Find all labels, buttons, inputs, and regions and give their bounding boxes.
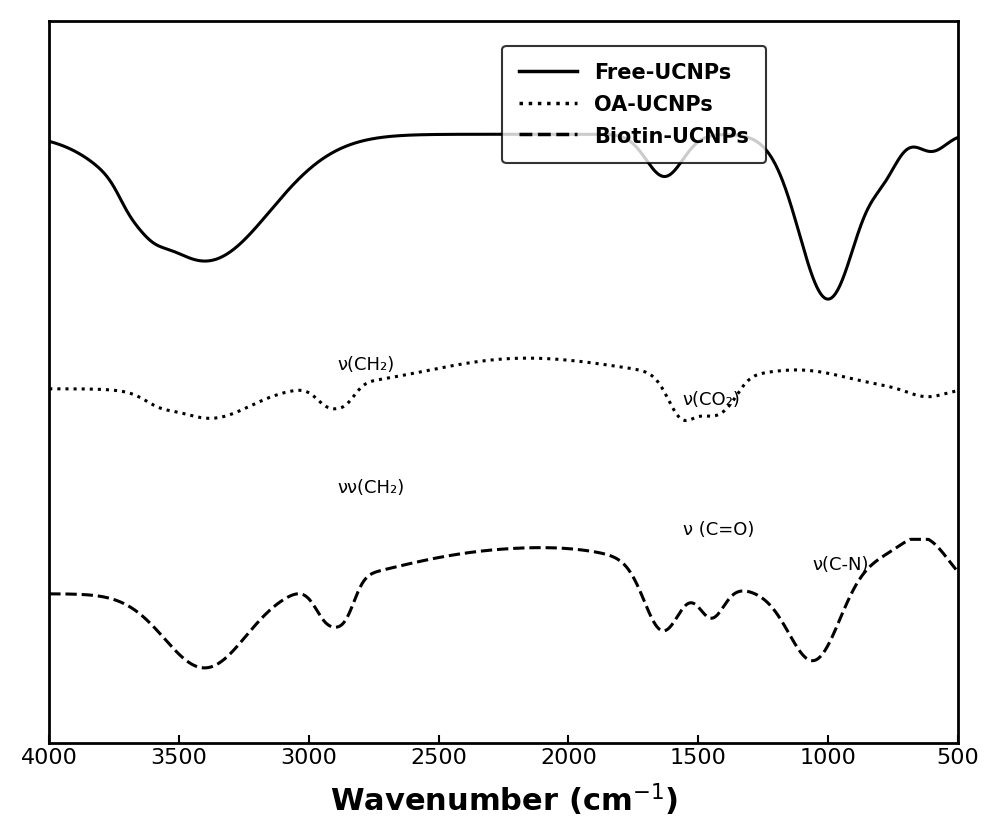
Text: ν(CH₂): ν(CH₂): [337, 356, 395, 374]
Legend: Free-UCNPs, OA-UCNPs, Biotin-UCNPs: Free-UCNPs, OA-UCNPs, Biotin-UCNPs: [502, 45, 766, 164]
Text: ν (C=O): ν (C=O): [683, 520, 754, 539]
X-axis label: Wavenumber (cm$^{-1}$): Wavenumber (cm$^{-1}$): [330, 782, 678, 818]
Text: ν(CO₂): ν(CO₂): [683, 391, 741, 409]
Text: ν(C-N): ν(C-N): [813, 555, 869, 574]
Text: νν(CH₂): νν(CH₂): [338, 479, 405, 498]
